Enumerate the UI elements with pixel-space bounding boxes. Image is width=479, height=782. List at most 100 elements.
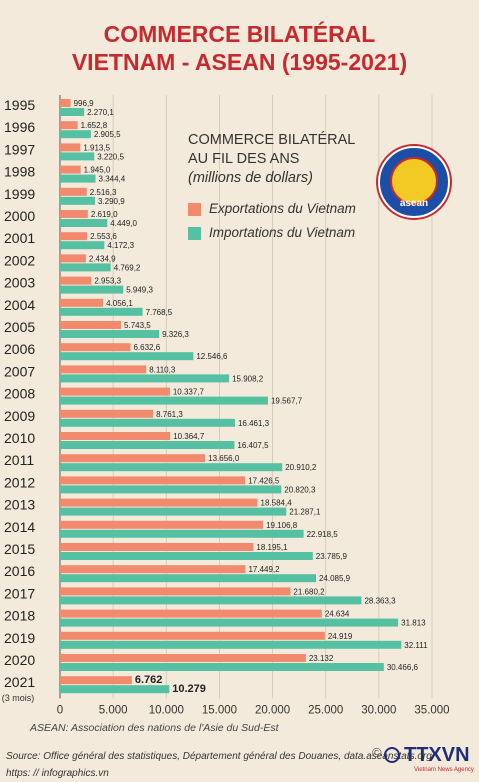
- import-data-label: 19.567,7: [271, 397, 303, 406]
- import-data-label: 4.172,3: [107, 241, 134, 250]
- export-bar: [60, 520, 264, 529]
- export-bar: [60, 387, 170, 396]
- category-label: 2017: [4, 585, 35, 601]
- category-label: 2002: [4, 252, 35, 268]
- export-bar: [60, 165, 81, 174]
- export-bar: [60, 210, 88, 218]
- export-data-label: 23.132: [309, 654, 334, 663]
- export-bar: [60, 187, 87, 196]
- asean-logo-icon: asean: [378, 146, 450, 218]
- category-label: 2019: [4, 630, 35, 646]
- legend-title-1: COMMERCE BILATÉRAL: [188, 132, 356, 148]
- export-data-label: 24.919: [328, 632, 353, 641]
- export-bar: [60, 276, 92, 285]
- export-bar: [60, 432, 171, 440]
- export-data-label: 17.426,5: [248, 476, 280, 485]
- export-data-label: 10.364,7: [173, 432, 205, 441]
- import-data-label: 9.326,3: [162, 330, 189, 339]
- import-data-label: 16.407,5: [237, 441, 269, 450]
- import-data-label: 2.270,1: [87, 108, 114, 117]
- export-bar: [60, 587, 291, 596]
- export-data-label: 2.953,3: [94, 277, 121, 286]
- category-label: 1997: [4, 141, 35, 157]
- chart-title-line1: COMMERCE BILATÉRAL: [103, 21, 376, 47]
- import-data-label: 32.111: [404, 641, 428, 650]
- x-tick-label: 0: [57, 704, 63, 716]
- export-bar: [60, 654, 306, 662]
- import-data-label: 3.290,9: [98, 197, 125, 206]
- export-bar: [60, 298, 104, 307]
- import-data-label: 7.768,5: [146, 308, 173, 317]
- x-tick-label: 25.000: [308, 704, 343, 716]
- import-bar: [60, 507, 287, 516]
- export-bar: [60, 121, 78, 130]
- export-bar: [60, 498, 258, 507]
- website-link[interactable]: https: // infographics.vn: [6, 768, 109, 779]
- import-data-label: 28.363,3: [364, 596, 396, 605]
- export-data-label: 1.652,8: [81, 121, 108, 130]
- export-data-label: 21.680,2: [293, 587, 325, 596]
- legend-export: Exportations du Vietnam: [188, 201, 356, 216]
- export-bar: [60, 476, 246, 485]
- import-data-label: 20.820,3: [284, 485, 316, 494]
- import-data-label: 4.449,0: [110, 219, 137, 228]
- category-label: 1995: [4, 97, 35, 113]
- export-bar: [60, 631, 325, 640]
- category-label: 2014: [4, 519, 35, 535]
- export-data-label: 996,9: [74, 99, 95, 108]
- export-bar: [60, 676, 132, 685]
- export-data-label: 8.761,3: [156, 410, 183, 419]
- export-data-label: 1.913,5: [83, 143, 110, 152]
- category-label: 2001: [4, 230, 35, 246]
- import-data-label: 10.279: [172, 683, 206, 695]
- export-data-label: 2.619,0: [91, 210, 118, 219]
- import-data-label: 31.813: [401, 619, 426, 628]
- import-data-label: 12.546,6: [196, 352, 228, 361]
- category-label: 2000: [4, 208, 35, 224]
- import-bar: [60, 307, 143, 316]
- export-data-label: 18.195,1: [256, 543, 288, 552]
- export-data-label: 6.762: [135, 674, 163, 686]
- import-bar: [60, 152, 95, 161]
- category-label: 2007: [4, 363, 35, 379]
- export-data-label: 17.449,2: [248, 565, 280, 574]
- import-data-label: 30.466,6: [387, 663, 419, 672]
- import-data-label: 3.220,5: [97, 152, 124, 161]
- legend-subtitle: (millions de dollars): [188, 170, 313, 186]
- import-data-label: 20.910,2: [285, 463, 317, 472]
- import-bar: [60, 130, 91, 139]
- import-data-label: 22.918,5: [307, 530, 339, 539]
- import-bar: [60, 418, 235, 427]
- chart-title-line2: VIETNAM - ASEAN (1995-2021): [71, 49, 408, 75]
- export-data-label: 6.632,6: [133, 343, 160, 352]
- export-bar: [60, 343, 131, 352]
- category-label: 2021: [4, 674, 35, 690]
- export-data-label: 1.945,0: [84, 166, 111, 175]
- import-bar: [60, 219, 108, 227]
- import-data-label: 24.085,9: [319, 574, 351, 583]
- import-bar: [60, 263, 111, 272]
- import-bar: [60, 374, 230, 383]
- import-bar: [60, 330, 160, 338]
- legend-import: Importations du Vietnam: [188, 225, 355, 240]
- import-data-label: 3.344,4: [99, 175, 126, 184]
- import-bar: [60, 441, 235, 449]
- legend-import-label: Importations du Vietnam: [209, 225, 356, 240]
- category-label: 2008: [4, 386, 35, 402]
- export-bar: [60, 565, 246, 574]
- export-bar: [60, 143, 81, 152]
- x-tick-label: 20.000: [255, 704, 290, 716]
- export-bar: [60, 609, 322, 618]
- category-label: 2015: [4, 541, 35, 557]
- x-tick-label: 15.000: [202, 704, 237, 716]
- copyright-icon: ©: [372, 745, 382, 760]
- import-data-label: 2.905,5: [94, 130, 121, 139]
- x-tick-label: 30.000: [361, 704, 396, 716]
- export-bar: [60, 543, 254, 551]
- export-bar: [60, 254, 86, 263]
- import-bar: [60, 596, 362, 605]
- export-data-label: 4.056,1: [106, 299, 133, 308]
- category-label: 2009: [4, 408, 35, 424]
- category-label: 2003: [4, 275, 35, 291]
